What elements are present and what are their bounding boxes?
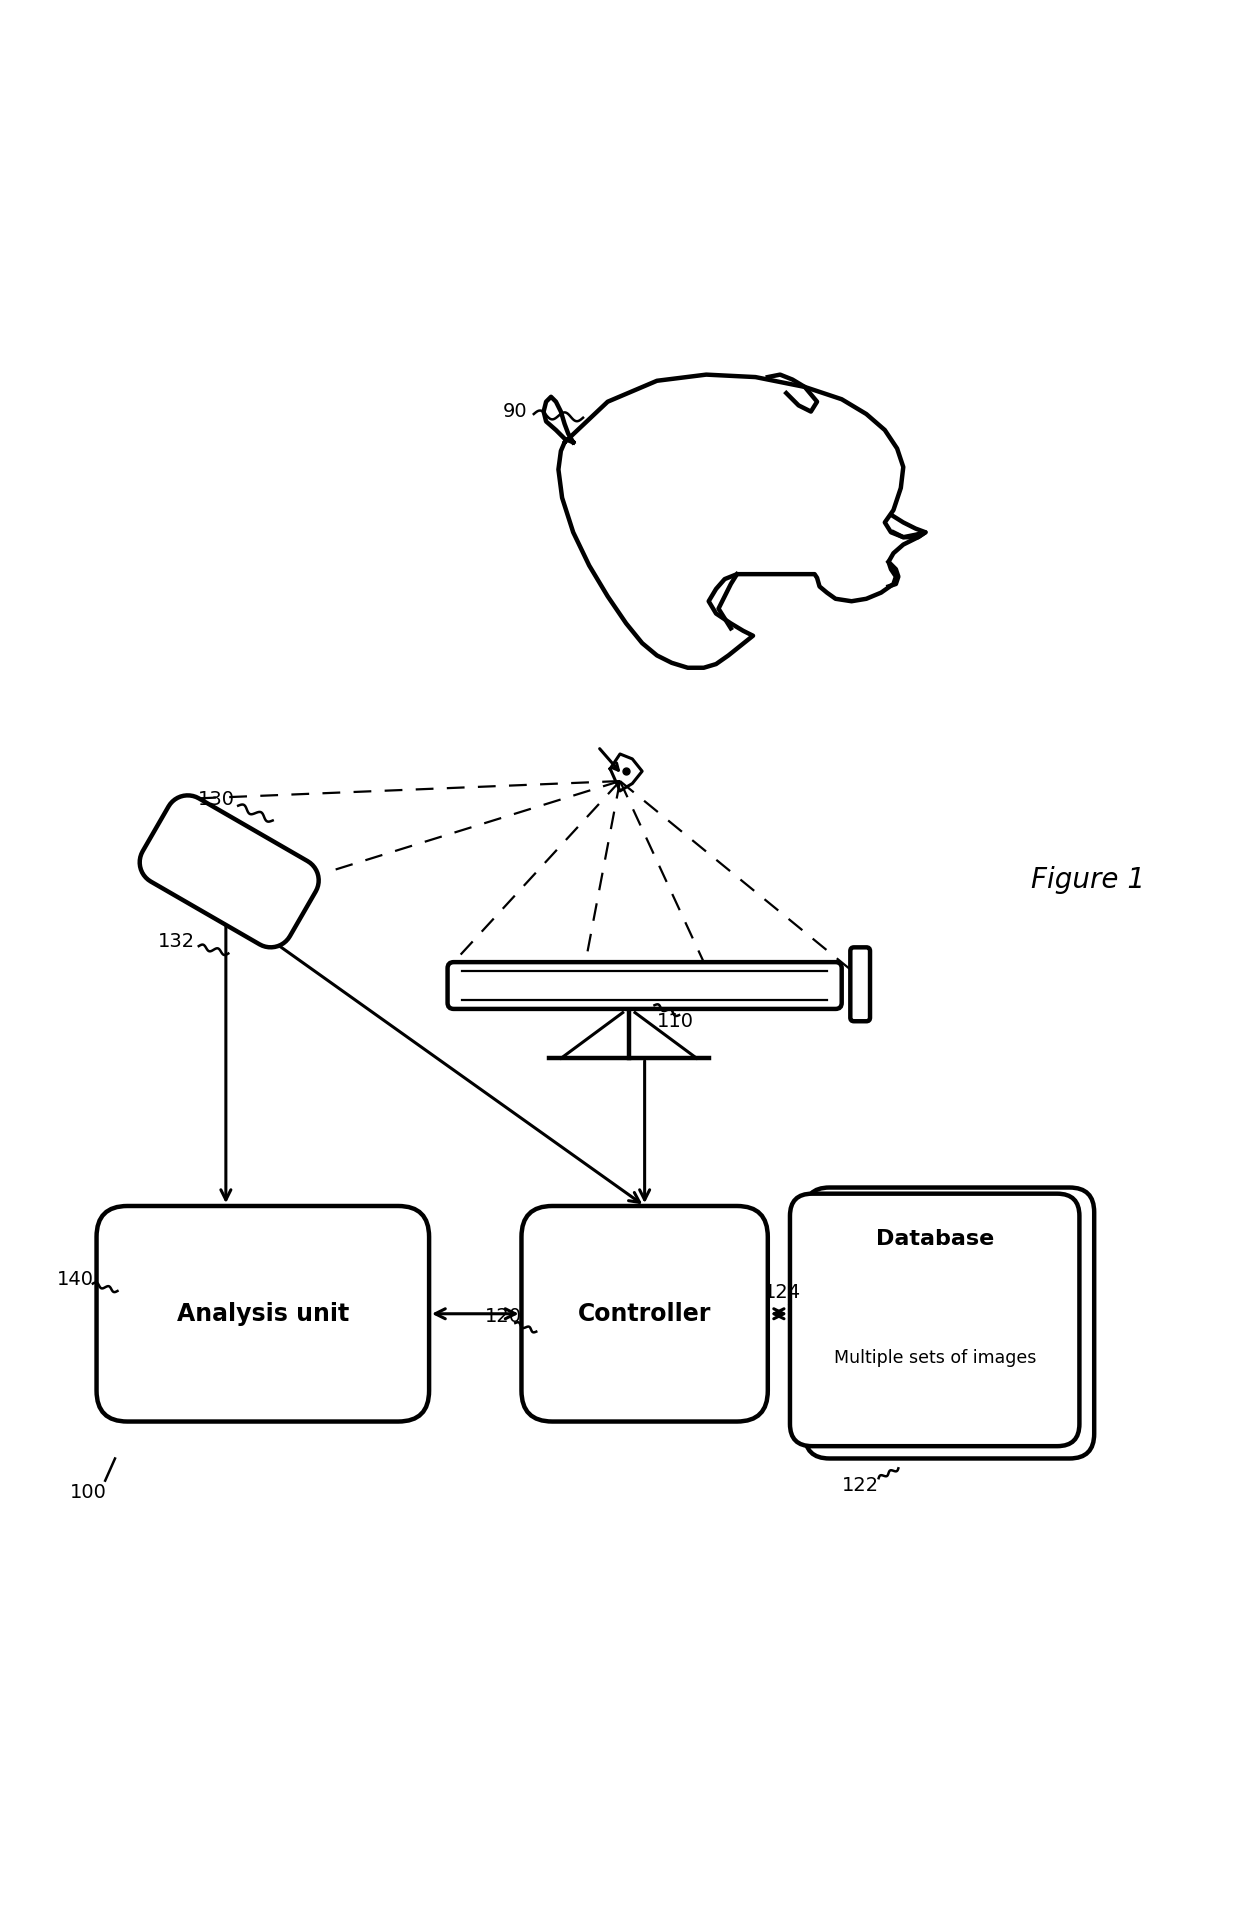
Text: 120: 120	[485, 1308, 522, 1327]
Text: Figure 1: Figure 1	[1030, 866, 1145, 894]
FancyBboxPatch shape	[448, 963, 842, 1009]
Polygon shape	[140, 795, 319, 948]
Text: 90: 90	[503, 402, 528, 421]
FancyBboxPatch shape	[522, 1205, 768, 1421]
Text: Database: Database	[875, 1230, 993, 1249]
Text: 110: 110	[657, 1013, 694, 1032]
Text: Analysis unit: Analysis unit	[176, 1302, 348, 1325]
Text: 100: 100	[69, 1484, 107, 1503]
Text: 124: 124	[764, 1283, 801, 1302]
Text: 122: 122	[842, 1476, 879, 1495]
FancyBboxPatch shape	[790, 1194, 1079, 1446]
FancyBboxPatch shape	[851, 948, 870, 1022]
Text: 130: 130	[197, 789, 234, 809]
FancyBboxPatch shape	[97, 1205, 429, 1421]
Text: Multiple sets of images: Multiple sets of images	[833, 1348, 1035, 1367]
Text: Controller: Controller	[578, 1302, 712, 1325]
Text: 140: 140	[57, 1270, 94, 1289]
Text: 132: 132	[157, 933, 195, 952]
FancyBboxPatch shape	[805, 1188, 1094, 1459]
